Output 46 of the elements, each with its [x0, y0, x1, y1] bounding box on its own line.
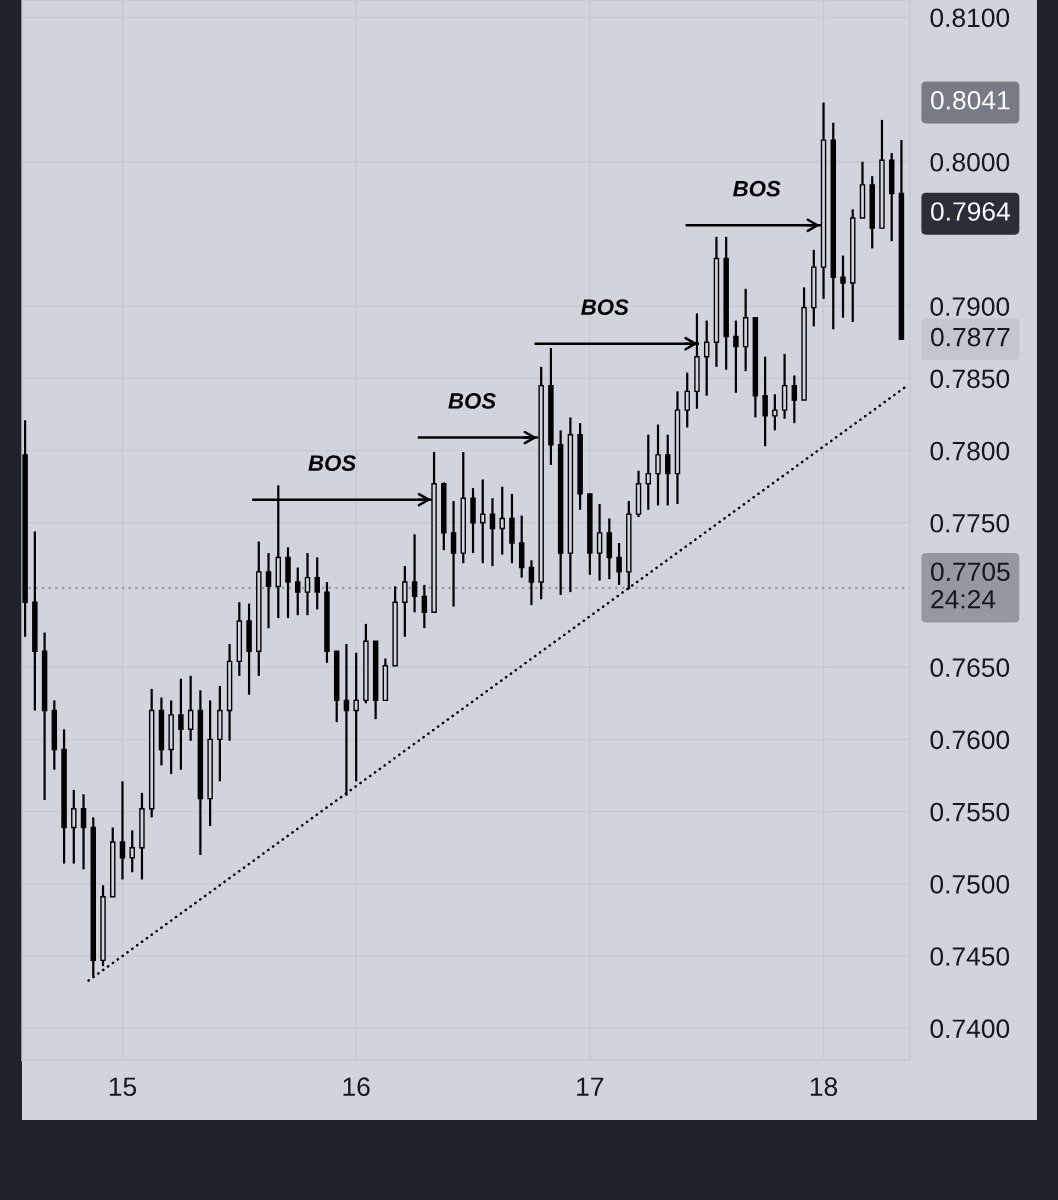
y-tick-label: 0.7850 — [930, 369, 1010, 389]
candlestick — [791, 374, 798, 425]
candlestick — [178, 677, 184, 771]
x-tick-label: 18 — [810, 1077, 838, 1097]
annotation: BOS — [733, 180, 781, 197]
y-tick-label: 0.7400 — [930, 1019, 1010, 1039]
text: 0.7877 — [931, 327, 1010, 347]
candlestick — [528, 559, 535, 607]
candlestick — [80, 793, 87, 871]
candlestick — [314, 556, 320, 611]
x-tick-label: 16 — [343, 1077, 370, 1097]
candlestick — [421, 583, 428, 630]
y-tick-label: 0.7550 — [930, 802, 1010, 822]
candlestick — [762, 355, 768, 448]
candlestick — [450, 500, 457, 608]
candlestick — [304, 552, 311, 617]
candlestick — [265, 552, 272, 630]
candlestick — [840, 254, 846, 319]
candlestick — [733, 319, 739, 394]
y-tick-label: 0.7900 — [930, 297, 1010, 316]
candlestick — [616, 541, 622, 586]
y-tick-label: 0.8000 — [930, 152, 1010, 172]
ref-line-label: 0.7705 24:24 — [931, 562, 1010, 609]
annotation: BOS — [448, 393, 496, 409]
y-tick-label: 0.7500 — [930, 874, 1010, 894]
candlestick — [343, 642, 350, 797]
candlestick — [295, 566, 301, 617]
candlestick — [411, 533, 418, 614]
candlestick — [119, 780, 126, 881]
y-tick-label: 0.7450 — [930, 947, 1010, 966]
y-tick-label: 0.7650 — [930, 658, 1010, 678]
candlestick — [129, 829, 135, 874]
candlestick — [402, 564, 408, 638]
y-tick-label: 0.8100 — [930, 8, 1010, 28]
text: 0.8041 — [931, 90, 1010, 110]
candlestick — [665, 433, 671, 507]
text: 0.7964 — [931, 202, 1010, 221]
x-tick-label: 15 — [109, 1077, 137, 1097]
candlestick — [489, 497, 496, 568]
annotation: BOS — [308, 455, 356, 471]
annotation: BOS — [581, 299, 629, 315]
x-tick-label: 17 — [577, 1077, 604, 1096]
y-tick-label: 0.7750 — [930, 513, 1010, 533]
candlestick — [772, 393, 778, 432]
y-tick-label: 0.7600 — [930, 730, 1010, 750]
y-tick-label: 0.7800 — [930, 441, 1010, 461]
